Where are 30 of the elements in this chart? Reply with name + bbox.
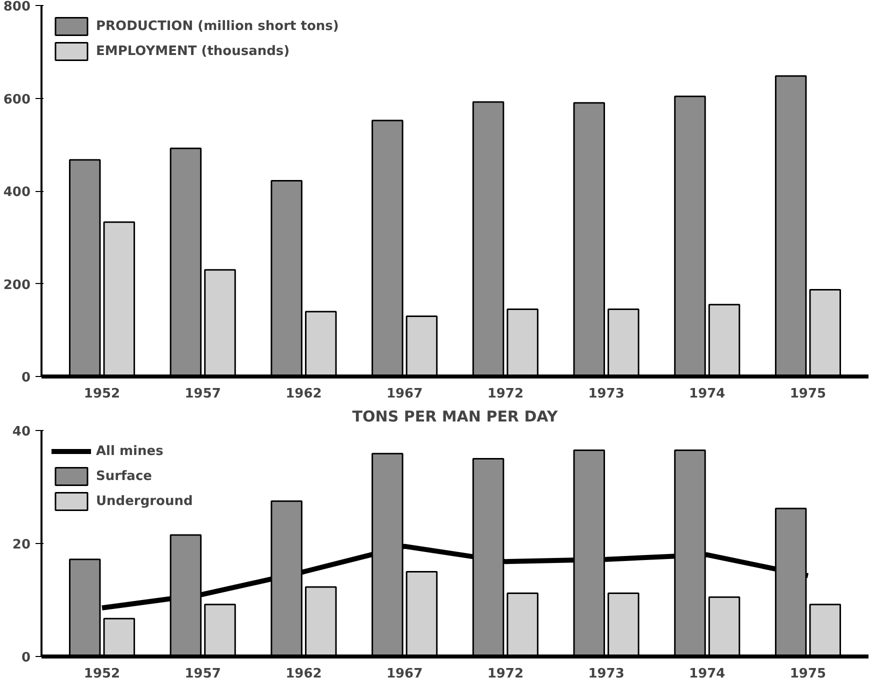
x-tick-label: 1967	[386, 666, 423, 682]
x-tick-label: 1967	[386, 386, 423, 402]
y-tick-label: 400	[3, 185, 31, 200]
chart-title: TONS PER MAN PER DAY	[352, 408, 559, 426]
y-tick-label: 0	[21, 370, 30, 386]
x-tick-label: 1973	[588, 386, 624, 402]
x-tick-label: 1975	[790, 386, 826, 402]
legend-label: PRODUCTION (million short tons)	[96, 18, 339, 34]
x-tick-label: 1973	[588, 666, 624, 682]
x-tick-label: 1974	[689, 386, 726, 402]
x-tick-label: 1962	[286, 666, 322, 682]
y-tick-label: 0	[21, 650, 30, 666]
x-tick-label: 1952	[84, 386, 120, 402]
y-tick-label: 800	[3, 0, 31, 14]
x-tick-label: 1974	[689, 666, 726, 682]
x-tick-label: 1975	[790, 666, 826, 682]
x-tick-label: 1952	[84, 666, 120, 682]
legend-label: All mines	[96, 444, 164, 458]
y-tick-label: 20	[12, 538, 31, 552]
legend-label: EMPLOYMENT (thousands)	[96, 44, 290, 58]
x-tick-label: 1972	[487, 666, 524, 682]
x-tick-label: 1962	[286, 386, 322, 402]
y-tick-label: 200	[3, 278, 31, 293]
x-tick-label: 1957	[184, 666, 221, 682]
legend-label: Surface	[96, 468, 152, 484]
y-tick-label: 40	[12, 424, 31, 440]
x-tick-label: 1957	[184, 386, 221, 402]
legend-label: Underground	[96, 494, 193, 508]
x-tick-label: 1972	[487, 386, 524, 402]
y-tick-label: 600	[3, 92, 31, 108]
